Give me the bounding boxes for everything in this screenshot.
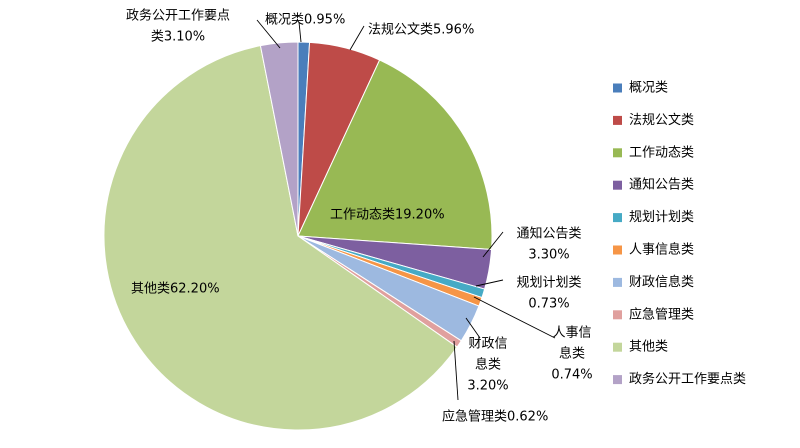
legend-label-10: 政务公开工作要点类 bbox=[629, 371, 746, 387]
data-label-7-line-3: 3.20% bbox=[467, 379, 508, 394]
pie-slice-10 bbox=[259, 41, 299, 237]
legend-label-8: 应急管理类 bbox=[629, 306, 694, 322]
data-label-6-line-1: 人事信 bbox=[552, 326, 591, 341]
data-label-6-line-3: 0.74% bbox=[551, 368, 592, 383]
data-label-2-line-1: 法规公文类5.96% bbox=[368, 23, 474, 38]
leader-line-10 bbox=[256, 19, 281, 49]
data-label-10-line-1: 政务公开工作要点 bbox=[126, 8, 230, 24]
data-label-8-line-1: 应急管理类0.62% bbox=[442, 409, 548, 425]
data-label-4-line-2: 3.30% bbox=[528, 248, 569, 263]
leader-line-6 bbox=[473, 296, 556, 339]
legend-swatch-8 bbox=[613, 310, 622, 320]
legend-swatch-1 bbox=[613, 83, 622, 93]
leader-lines bbox=[256, 19, 556, 401]
legend: 概况类法规公文类工作动态类通知公告类规划计划类人事信息类财政信息类应急管理类其他… bbox=[613, 81, 746, 387]
leader-line-4 bbox=[482, 231, 504, 258]
data-label-7-line-2: 息类 bbox=[475, 357, 501, 373]
data-label-5-line-1: 规划计划类 bbox=[516, 276, 581, 291]
legend-label-9: 其他类 bbox=[629, 340, 668, 355]
pie-slice-3 bbox=[297, 59, 493, 251]
legend-swatch-3 bbox=[613, 148, 622, 158]
leader-line-1 bbox=[298, 21, 302, 43]
data-label-10-line-2: 类3.10% bbox=[151, 30, 205, 45]
leader-line-7 bbox=[465, 317, 481, 339]
leader-line-2 bbox=[349, 25, 365, 51]
data-label-4-line-1: 通知公告类 bbox=[516, 226, 581, 242]
data-label-1-line-1: 概况类0.95% bbox=[265, 13, 345, 28]
legend-swatch-6 bbox=[613, 245, 622, 255]
legend-swatch-4 bbox=[613, 180, 622, 190]
legend-swatch-2 bbox=[613, 115, 622, 125]
legend-swatch-5 bbox=[613, 213, 622, 223]
data-label-9-line-1: 其他类62.20% bbox=[131, 282, 220, 297]
data-label-6-line-2: 息类 bbox=[559, 346, 585, 362]
legend-label-1: 概况类 bbox=[629, 81, 668, 96]
leader-line-8 bbox=[453, 340, 459, 401]
legend-swatch-10 bbox=[613, 375, 622, 385]
legend-label-3: 工作动态类 bbox=[629, 145, 694, 160]
legend-swatch-9 bbox=[613, 342, 622, 352]
legend-label-7: 财政信息类 bbox=[629, 274, 694, 290]
pie-slices bbox=[103, 41, 493, 431]
data-labels: 概况类0.95% 法规公文类5.96% 工作动态类19.20% 通知公告类 3.30% 规… bbox=[126, 8, 593, 425]
data-label-7-line-1: 财政信 bbox=[468, 337, 507, 352]
legend-label-4: 通知公告类 bbox=[629, 177, 694, 193]
legend-label-2: 法规公文类 bbox=[629, 113, 694, 128]
legend-label-5: 规划计划类 bbox=[629, 210, 694, 225]
legend-label-6: 人事信息类 bbox=[629, 242, 694, 258]
data-label-5-line-2: 0.73% bbox=[528, 297, 569, 312]
data-label-3-line-1: 工作动态类19.20% bbox=[330, 208, 445, 223]
legend-swatch-7 bbox=[613, 277, 622, 287]
pie-slice-9 bbox=[103, 45, 458, 431]
leader-line-5 bbox=[475, 279, 504, 287]
